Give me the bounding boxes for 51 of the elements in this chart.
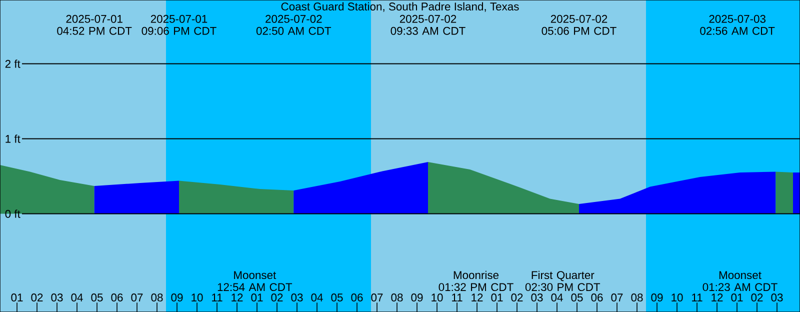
- x-tick-label: 01: [11, 294, 23, 302]
- x-tick-label: 10: [192, 294, 203, 302]
- x-tick-label: 04: [71, 294, 83, 302]
- x-tick-label: 05: [571, 294, 583, 302]
- x-tick-label: 11: [692, 294, 702, 302]
- x-tick-label: 03: [291, 294, 303, 302]
- x-tick-label: 09: [171, 294, 183, 302]
- x-tick-label: 11: [452, 294, 462, 302]
- x-tick-label: 06: [351, 294, 363, 302]
- x-tick-label: 03: [531, 294, 543, 302]
- x-tick-label: 10: [672, 294, 683, 302]
- x-tick-label: 05: [91, 294, 103, 302]
- x2-tick-label: 2025-07-02 09:33 AM CDT: [390, 14, 466, 35]
- annotation: Moonset 01:23 AM CDT: [702, 271, 778, 292]
- annotation: Moonrise 01:32 PM CDT: [438, 270, 514, 292]
- x-tick-label: 02: [751, 294, 763, 302]
- x-tick-label: 02: [31, 294, 43, 302]
- x-tick-label: 04: [311, 294, 323, 302]
- x-tick-label: 03: [771, 294, 783, 302]
- x-tick-label: 08: [631, 294, 643, 302]
- x2-tick-label: 2025-07-02 05:06 PM CDT: [542, 14, 616, 35]
- annotation: Moonset 12:54 AM CDT: [218, 271, 292, 292]
- annotation: 2025-07-03 02:56 AM CDT: [700, 14, 775, 35]
- x-tick-label: 11: [212, 294, 222, 302]
- x-tick-label: 06: [591, 294, 603, 302]
- x-tick-label: 08: [391, 294, 403, 302]
- y-tick-label: 1 ft: [6, 134, 20, 143]
- x-tick-label: 06: [111, 294, 123, 302]
- x-tick-label: 02: [271, 294, 283, 302]
- x-tick-label: 07: [131, 294, 143, 302]
- x-tick-label: 10: [432, 294, 443, 302]
- chart-title: Coast Guard Station, South Padre Island, Texas: [281, 2, 519, 12]
- x2-tick-label: 2025-07-01 04:52 PM CDT: [57, 14, 132, 35]
- x-tick-label: 03: [51, 294, 63, 302]
- annotation: First Quarter 02:30 PM CDT: [525, 270, 600, 292]
- x-tick-label: 09: [651, 294, 663, 302]
- x-tick-label: 07: [611, 294, 623, 302]
- x-tick-label: 02: [511, 294, 523, 302]
- x-tick-label: 01: [731, 294, 743, 302]
- x-tick-label: 05: [331, 294, 343, 302]
- x-tick-label: 12: [712, 294, 723, 302]
- x-tick-label: 12: [472, 294, 483, 302]
- x-tick-label: 12: [232, 294, 243, 302]
- x-tick-label: 07: [371, 294, 383, 302]
- x2-tick-label: 2025-07-02 02:50 AM CDT: [256, 14, 332, 35]
- x-tick-label: 09: [411, 294, 423, 302]
- y-tick-label: 2 ft: [5, 60, 20, 68]
- x-tick-label: 08: [151, 294, 163, 302]
- x-tick-label: 01: [251, 294, 263, 302]
- x-tick-label: 01: [491, 294, 503, 302]
- x-tick-label: 04: [551, 294, 563, 302]
